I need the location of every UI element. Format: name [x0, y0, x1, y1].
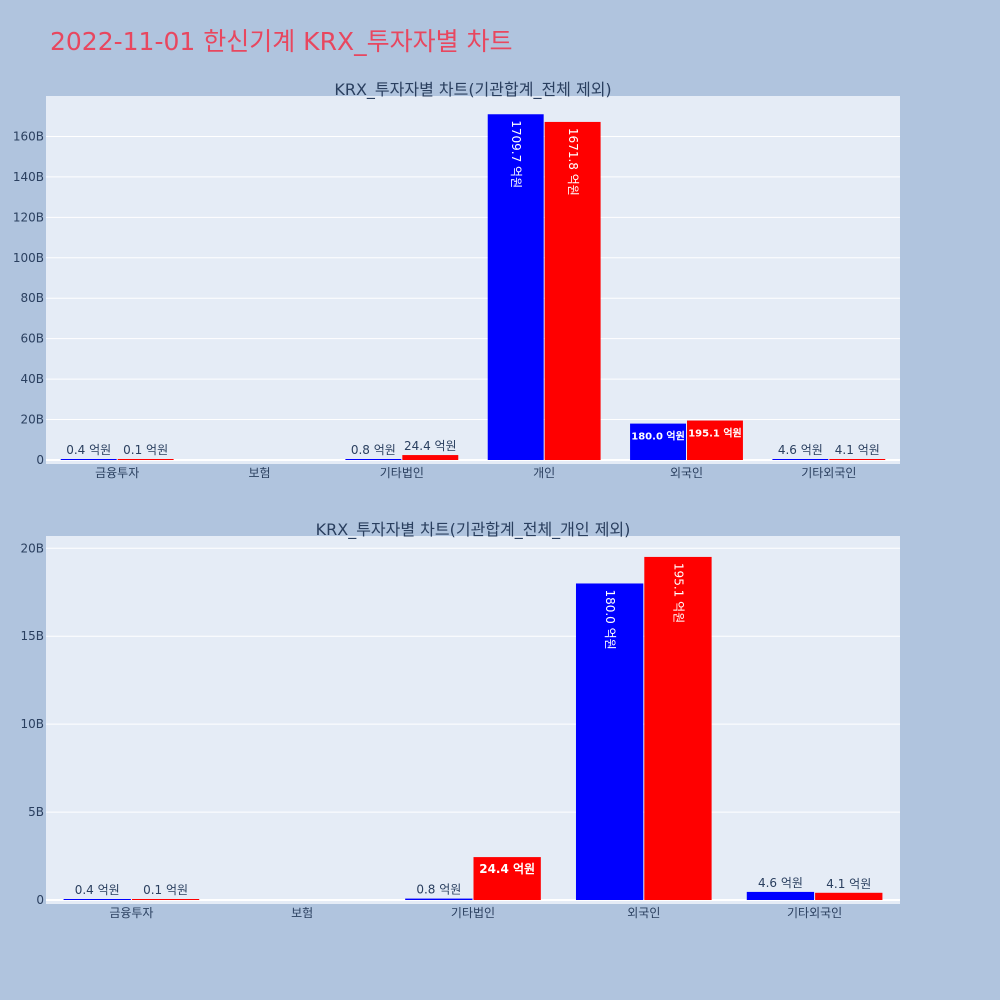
data-label: 1671.8 억원: [566, 128, 580, 196]
y-tick-label: 120B: [13, 210, 44, 224]
x-tick-label: 외국인: [627, 906, 660, 920]
bar: [63, 899, 131, 900]
bar: [60, 459, 117, 460]
bar: [402, 455, 459, 460]
bar: [405, 898, 473, 900]
x-tick-label: 보험: [248, 466, 270, 480]
bar: [575, 583, 644, 900]
data-label: 180.0 억원: [631, 430, 685, 443]
bar: [772, 459, 829, 460]
x-tick-label: 기타법인: [380, 466, 424, 480]
bar: [544, 121, 601, 460]
y-tick-label: 0: [36, 893, 44, 907]
x-tick-label: 보험: [291, 906, 313, 920]
data-label: 0.4 억원: [66, 443, 111, 457]
bar: [131, 899, 200, 900]
y-tick-label: 80B: [20, 291, 44, 305]
data-label: 4.6 억원: [758, 876, 803, 890]
data-label: 24.4 억원: [404, 439, 457, 453]
bar: [630, 423, 686, 460]
bar: [687, 420, 743, 460]
plot-area: [46, 536, 900, 904]
bar: [829, 459, 886, 460]
bar: [473, 857, 541, 900]
data-label: 4.6 억원: [778, 443, 823, 457]
chart-title: KRX_투자자별 차트(기관합계_전체_개인 제외): [316, 520, 631, 540]
page-title: 2022-11-01 한신기계 KRX_투자자별 차트: [50, 27, 513, 56]
x-tick-label: 개인: [533, 466, 555, 480]
x-tick-label: 금융투자: [109, 906, 153, 920]
bar: [487, 114, 544, 460]
x-tick-label: 금융투자: [95, 466, 139, 480]
y-tick-label: 140B: [13, 170, 44, 184]
y-tick-label: 5B: [28, 805, 44, 819]
x-tick-label: 기타외국인: [801, 466, 856, 480]
x-tick-label: 기타법인: [451, 906, 495, 920]
plot-area: [46, 96, 900, 464]
y-tick-label: 15B: [20, 629, 44, 643]
data-label: 0.4 억원: [75, 883, 120, 897]
data-label: 0.1 억원: [123, 443, 168, 457]
chart-title: KRX_투자자별 차트(기관합계_전체 제외): [334, 80, 611, 100]
y-tick-label: 60B: [20, 332, 44, 346]
y-tick-label: 100B: [13, 251, 44, 265]
bar: [815, 892, 883, 900]
bar: [746, 891, 815, 900]
data-label: 24.4 억원: [479, 862, 535, 876]
data-label: 0.8 억원: [416, 883, 461, 897]
x-tick-label: 외국인: [670, 466, 703, 480]
data-label: 1709.7 억원: [509, 120, 523, 188]
bar: [644, 556, 712, 900]
x-tick-label: 기타외국인: [787, 906, 842, 920]
data-label: 0.8 억원: [351, 443, 396, 457]
y-tick-label: 10B: [20, 717, 44, 731]
data-label: 4.1 억원: [835, 443, 880, 457]
y-tick-label: 20B: [20, 541, 44, 555]
data-label: 0.1 억원: [143, 883, 188, 897]
bar: [117, 459, 174, 460]
y-tick-label: 40B: [20, 372, 44, 386]
y-tick-label: 160B: [13, 129, 44, 143]
y-tick-label: 20B: [20, 413, 44, 427]
data-label: 195.1 억원: [671, 563, 685, 623]
y-tick-label: 0: [36, 453, 44, 467]
data-label: 195.1 억원: [688, 427, 742, 440]
bar: [345, 459, 402, 460]
data-label: 180.0 억원: [603, 589, 617, 649]
data-label: 4.1 억원: [826, 877, 871, 891]
